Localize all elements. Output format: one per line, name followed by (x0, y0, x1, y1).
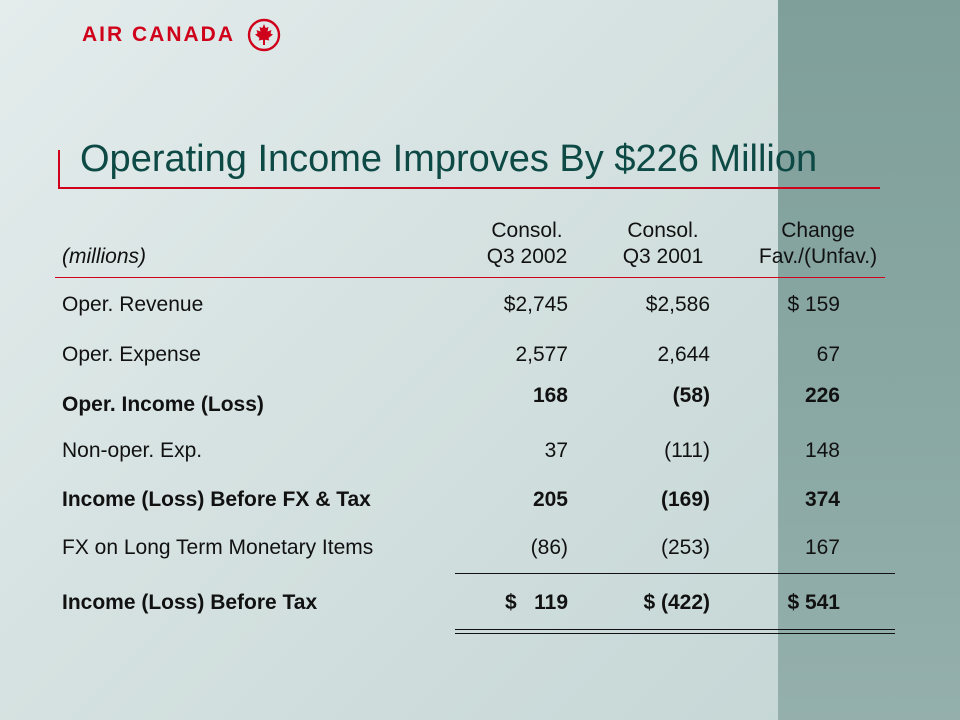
cell-change: 148 (804, 439, 840, 462)
cell-q3-2001: (111) (664, 439, 710, 462)
header-divider (55, 277, 885, 278)
cell-change: 67 (816, 343, 840, 366)
cell-change: $ 159 (787, 293, 840, 316)
row-label: Income (Loss) Before FX & Tax (62, 488, 371, 511)
title-underline (58, 187, 880, 189)
row-label: Non-oper. Exp. (62, 439, 203, 462)
column-header-line2: Fav./(Unfav.) (758, 245, 878, 268)
subtotal-rule (455, 573, 895, 574)
column-header-line1: Change (781, 219, 855, 242)
total-double-rule-top (455, 629, 895, 630)
column-header-q3-2002: Consol. Q3 2002 (452, 218, 602, 270)
row-label: Oper. Expense (62, 343, 201, 366)
title-bracket-vertical (58, 150, 60, 188)
row-label: Oper. Income (Loss) (62, 393, 264, 416)
cell-q3-2001: (253) (660, 536, 710, 559)
row-label: FX on Long Term Monetary Items (62, 536, 374, 559)
background-band (778, 0, 960, 720)
logo-text: AIR CANADA (82, 23, 235, 46)
cell-q3-2001: (58) (672, 384, 710, 407)
cell-change: 167 (804, 536, 840, 559)
maple-leaf-roundel-icon (247, 18, 281, 52)
cell-q3-2002: $ 119 (504, 591, 568, 614)
row-label: Income (Loss) Before Tax (62, 591, 318, 614)
cell-q3-2002: 168 (532, 384, 568, 407)
cell-q3-2002: $2,745 (503, 293, 568, 316)
column-header-line1: Consol. (491, 219, 563, 242)
row-label: Oper. Revenue (62, 293, 204, 316)
column-header-change: Change Fav./(Unfav.) (728, 218, 908, 270)
cell-q3-2001: (169) (660, 488, 710, 511)
cell-change: 226 (804, 384, 840, 407)
cell-change: 374 (804, 488, 840, 511)
column-header-line2: Q3 2001 (622, 245, 704, 268)
unit-label: (millions) (62, 245, 146, 268)
column-header-line1: Consol. (627, 219, 699, 242)
cell-q3-2002: (86) (530, 536, 568, 559)
air-canada-logo: AIR CANADA (82, 18, 281, 52)
cell-q3-2001: 2,644 (657, 343, 710, 366)
cell-q3-2001: $ (422) (643, 591, 710, 614)
cell-change: $ 541 (787, 591, 840, 614)
cell-q3-2002: 37 (544, 439, 568, 462)
cell-q3-2001: $2,586 (645, 293, 710, 316)
cell-q3-2002: 205 (532, 488, 568, 511)
column-header-q3-2001: Consol. Q3 2001 (588, 218, 738, 270)
column-header-line2: Q3 2002 (486, 245, 568, 268)
cell-q3-2002: 2,577 (515, 343, 568, 366)
page-title: Operating Income Improves By $226 Millio… (80, 138, 818, 180)
total-double-rule-bottom (455, 633, 895, 634)
